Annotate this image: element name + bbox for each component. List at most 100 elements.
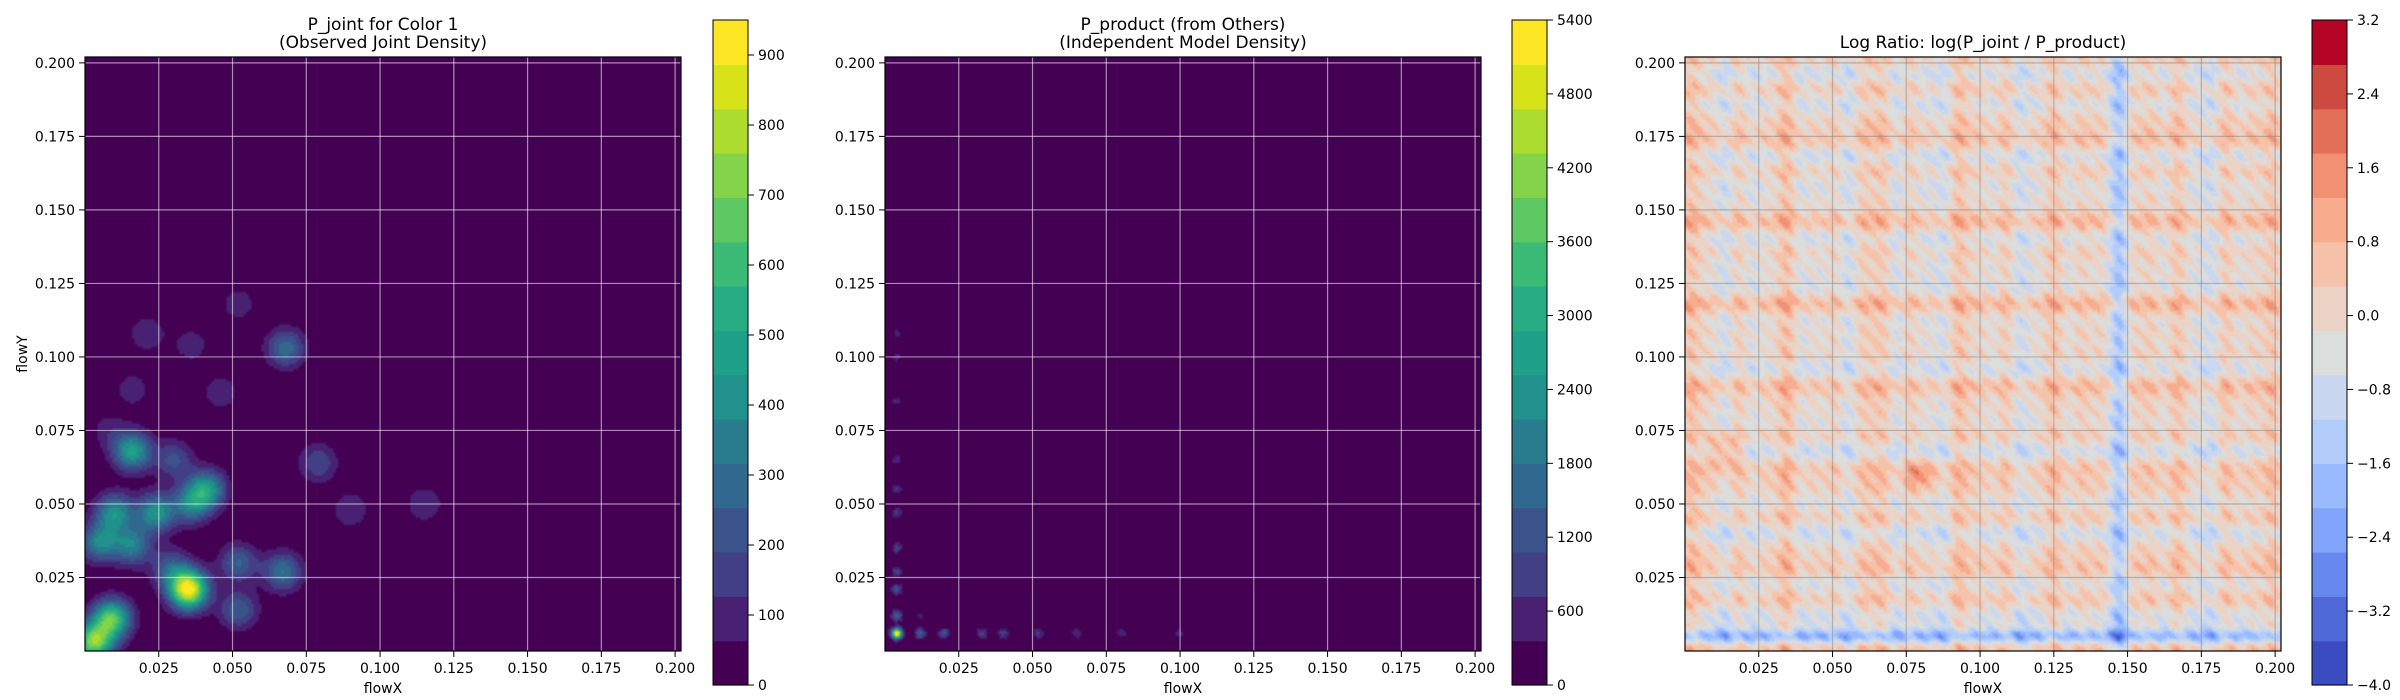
y-tick-label: 0.075 xyxy=(35,423,75,439)
heatmap-joint-image xyxy=(85,57,681,651)
x-tick-label: 0.075 xyxy=(286,661,326,677)
colorbar-tick-label: 100 xyxy=(758,608,785,624)
grid-product xyxy=(885,57,1481,651)
grid-log-ratio xyxy=(1685,57,2281,651)
x-tick-label: 0.125 xyxy=(434,661,474,677)
axes-frame-log-ratio xyxy=(1684,56,2282,652)
x-tick-label: 0.025 xyxy=(1739,661,1779,677)
x-tick-label: 0.150 xyxy=(508,661,548,677)
colorbar-level xyxy=(713,64,748,110)
colorbar-tick-label: 3000 xyxy=(1557,309,1593,325)
colorbar-level xyxy=(713,241,748,287)
colorbar-tick-label: 300 xyxy=(758,468,785,484)
colorbar-tick-label: 1.6 xyxy=(2357,161,2379,177)
panel-log-ratio: Log Ratio: log(P_joint / P_product) 0.02… xyxy=(1635,13,2391,697)
colorbar-tick-label: 0 xyxy=(758,678,767,694)
colorbar-tick-label: 3600 xyxy=(1557,235,1593,251)
colorbar-level xyxy=(713,330,748,376)
panel-product-density: P_product (from Others) (Independent Mod… xyxy=(835,13,1593,697)
colorbar-level xyxy=(2312,197,2347,243)
y-tick-label: 0.125 xyxy=(835,276,875,292)
colorbar-level xyxy=(2312,286,2347,331)
y-tick-label: 0.175 xyxy=(835,129,875,145)
title-joint-line1: P_joint for Color 1 xyxy=(308,15,459,35)
colorbar-level xyxy=(1512,374,1547,420)
x-tick-label: 0.075 xyxy=(1086,661,1126,677)
title-log-ratio: Log Ratio: log(P_joint / P_product) xyxy=(1840,33,2126,53)
colorbar-tick-label: 1200 xyxy=(1557,530,1593,546)
colorbar-level xyxy=(713,108,748,154)
colorbar-level xyxy=(713,374,748,420)
colorbar-level xyxy=(2312,507,2347,553)
colorbar-tick-label: 400 xyxy=(758,398,785,414)
x-ticks-product: 0.025 0.050 0.075 0.100 0.125 0.150 0.175 0.200 xyxy=(939,651,1495,677)
y-tick-label: 0.150 xyxy=(835,203,875,219)
x-tick-label: 0.125 xyxy=(2034,661,2074,677)
y-tick-label: 0.025 xyxy=(1635,570,1675,586)
heatmap-joint xyxy=(85,57,681,651)
x-ticks-log-ratio: 0.025 0.050 0.075 0.100 0.125 0.150 0.175 0.200 xyxy=(1739,651,2295,677)
colorbar-level xyxy=(713,596,748,642)
colorbar-tick-label: 0.0 xyxy=(2357,309,2379,325)
x-tick-label: 0.100 xyxy=(360,661,400,677)
x-axis-label-product: flowX xyxy=(1164,681,1203,697)
axes-frame-joint xyxy=(84,56,682,652)
panel-joint-density: P_joint for Color 1 (Observed Joint Dens… xyxy=(15,15,785,697)
y-tick-label: 0.200 xyxy=(35,56,75,72)
colorbar-level xyxy=(713,507,748,553)
y-tick-label: 0.025 xyxy=(835,570,875,586)
colorbar-tick-label: 600 xyxy=(1557,604,1584,620)
colorbar-tick-label: 800 xyxy=(758,118,785,134)
grid-joint xyxy=(85,57,681,651)
colorbar-frame xyxy=(712,19,749,686)
x-tick-label: 0.025 xyxy=(939,661,979,677)
colorbar-level xyxy=(713,286,748,331)
colorbar-level xyxy=(1512,20,1547,65)
colorbar-tick-label: −2.4 xyxy=(2357,530,2391,546)
colorbar-tick-label: −4.0 xyxy=(2357,678,2391,694)
y-ticks-log-ratio: 0.025 0.050 0.075 0.100 0.125 0.150 0.175 0.200 xyxy=(1635,56,1685,586)
heatmap-product xyxy=(885,57,1481,651)
y-ticks-product: 0.025 0.050 0.075 0.100 0.125 0.150 0.175 0.200 xyxy=(835,56,885,586)
colorbar-tick-label: −0.8 xyxy=(2357,382,2391,398)
y-tick-label: 0.050 xyxy=(1635,497,1675,513)
y-tick-label: 0.150 xyxy=(35,203,75,219)
y-tick-label: 0.125 xyxy=(35,276,75,292)
colorbar-level xyxy=(1512,463,1547,509)
x-tick-label: 0.100 xyxy=(1960,661,2000,677)
x-tick-label: 0.200 xyxy=(1455,661,1495,677)
colorbar-level xyxy=(2312,64,2347,110)
heatmap-log-ratio-image xyxy=(1685,57,2281,651)
y-ticks-joint: 0.025 0.050 0.075 0.100 0.125 0.150 0.175 0.200 xyxy=(35,56,85,586)
title-product-line2: (Independent Model Density) xyxy=(1059,33,1307,53)
y-tick-label: 0.100 xyxy=(835,350,875,366)
colorbar-level xyxy=(1512,286,1547,331)
colorbar-product: 0 600 1200 1800 2400 3000 3600 4200 4800 5400 xyxy=(1511,13,1593,694)
x-tick-label: 0.175 xyxy=(1381,661,1421,677)
colorbar-level xyxy=(1512,330,1547,376)
colorbar-level xyxy=(2312,640,2347,686)
colorbar-level xyxy=(2312,153,2347,198)
colorbar-tick-label: 600 xyxy=(758,258,785,274)
y-tick-label: 0.050 xyxy=(835,497,875,513)
colorbar-tick-label: 4200 xyxy=(1557,161,1593,177)
x-tick-label: 0.075 xyxy=(1886,661,1926,677)
x-tick-label: 0.150 xyxy=(2108,661,2148,677)
y-tick-label: 0.050 xyxy=(35,497,75,513)
colorbar-level xyxy=(1512,153,1547,198)
x-tick-label: 0.050 xyxy=(1012,661,1052,677)
x-axis-label-joint: flowX xyxy=(364,681,403,697)
colorbar-level xyxy=(1512,419,1547,464)
colorbar-level xyxy=(2312,20,2347,65)
y-tick-label: 0.175 xyxy=(1635,129,1675,145)
colorbar-level xyxy=(2312,419,2347,464)
colorbar-level xyxy=(1512,64,1547,110)
colorbar-level xyxy=(2312,241,2347,287)
colorbar-level xyxy=(713,463,748,509)
x-axis-label-log-ratio: flowX xyxy=(1964,681,2003,697)
colorbar-tick-label: −3.2 xyxy=(2357,604,2391,620)
y-axis-label-joint: flowY xyxy=(15,335,31,373)
y-tick-label: 0.100 xyxy=(1635,350,1675,366)
heatmap-log-ratio xyxy=(1685,57,2281,651)
